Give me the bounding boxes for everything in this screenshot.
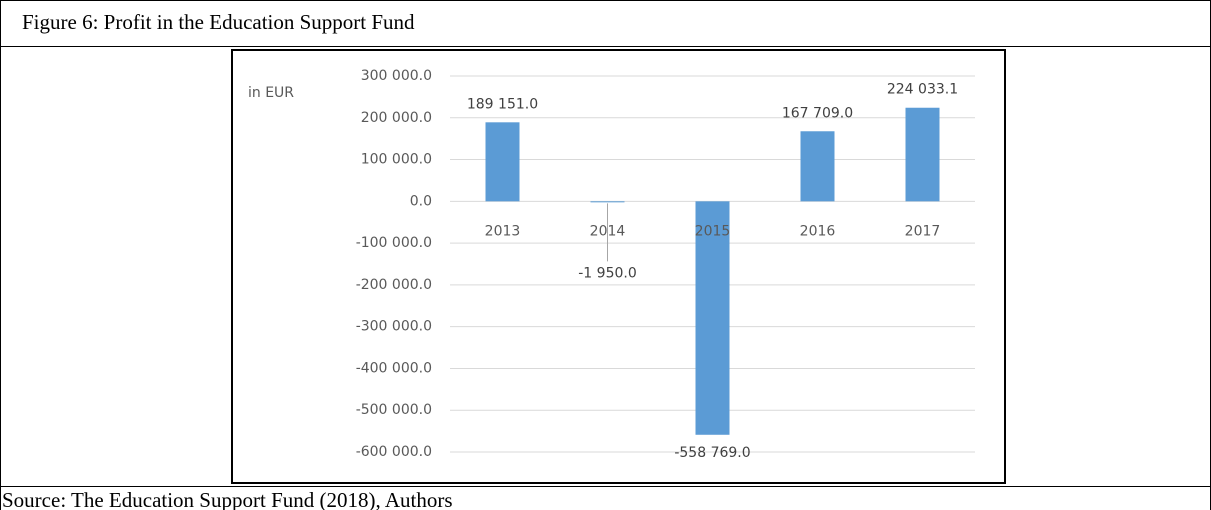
bar: [905, 107, 940, 202]
x-tick-label: 2015: [695, 223, 731, 239]
data-label: 167 709.0: [782, 105, 853, 121]
bar: [800, 131, 835, 202]
x-tick-label: 2017: [905, 223, 941, 239]
x-tick-label: 2016: [800, 223, 836, 239]
chart-box: [231, 49, 1006, 484]
y-axis-label: in EUR: [248, 85, 294, 101]
y-tick-label: 300 000.0: [361, 68, 432, 84]
bar: [590, 201, 625, 203]
bar: [695, 201, 730, 435]
data-label: 189 151.0: [467, 96, 538, 112]
plot-area: -600 000.0 -500 000.0 -400 000.0 -300 000.0…: [356, 68, 975, 461]
data-label: -558 769.0: [674, 445, 750, 461]
data-label: -1 950.0: [578, 265, 637, 281]
data-label: 224 033.1: [887, 82, 958, 98]
y-tick-label: -500 000.0: [356, 402, 432, 418]
y-tick-label: -300 000.0: [356, 319, 432, 335]
y-tick-label: -100 000.0: [356, 235, 432, 251]
x-tick-label: 2013: [485, 223, 521, 239]
y-tick-label: 200 000.0: [361, 110, 432, 126]
bar: [485, 122, 520, 202]
source-note: Source: The Education Support Fund (2018…: [2, 488, 453, 510]
figure-title: Figure 6: Profit in the Education Suppor…: [22, 10, 415, 34]
y-tick-label: -600 000.0: [356, 444, 432, 460]
y-tick-label: 0.0: [410, 193, 432, 209]
y-tick-label: -200 000.0: [356, 277, 432, 293]
y-tick-label: -400 000.0: [356, 360, 432, 376]
y-tick-label: 100 000.0: [361, 152, 432, 168]
